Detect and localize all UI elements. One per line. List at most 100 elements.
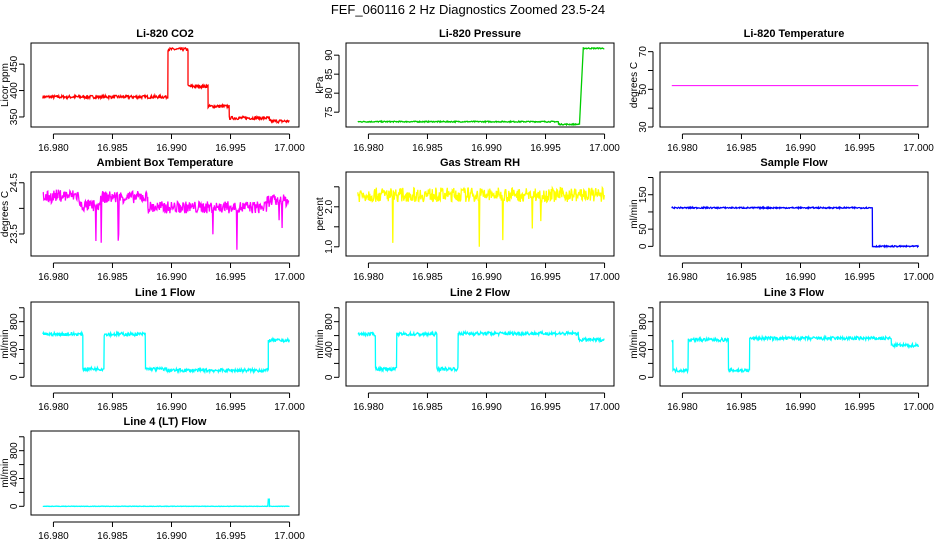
panel-title: Line 1 Flow bbox=[135, 287, 195, 299]
y-tick-label: 800 bbox=[638, 313, 649, 330]
series-line bbox=[357, 46, 605, 127]
x-tick-label: 16.990 bbox=[156, 143, 187, 154]
x-tick-label: 16.980 bbox=[38, 402, 69, 413]
series-line bbox=[671, 334, 920, 375]
panel-title: Sample Flow bbox=[760, 157, 828, 169]
x-tick-label: 16.995 bbox=[215, 531, 246, 540]
x-tick-label: 16.985 bbox=[97, 272, 128, 283]
panel-title: Li-820 CO2 bbox=[136, 28, 193, 40]
panel-title: Line 4 (LT) Flow bbox=[124, 416, 207, 428]
x-tick-label: 16.995 bbox=[530, 402, 561, 413]
y-axis-label: degrees C bbox=[629, 62, 640, 108]
x-tick-label: 16.990 bbox=[785, 402, 816, 413]
y-tick-label: 23.5 bbox=[9, 224, 20, 244]
plot-frame bbox=[345, 171, 615, 257]
x-tick-label: 17.000 bbox=[274, 531, 305, 540]
panel-3: Li-820 Temperature degrees C 16.980 16.985 1… bbox=[629, 28, 934, 154]
x-tick-label: 17.000 bbox=[903, 272, 934, 283]
panel-6: Sample Flow ml/min 16.980 16.985 16.990 16.99… bbox=[629, 157, 934, 283]
panel-title: Line 3 Flow bbox=[764, 287, 824, 299]
series-line bbox=[357, 329, 605, 374]
y-tick-label: 400 bbox=[638, 341, 649, 358]
x-tick-label: 16.985 bbox=[97, 143, 128, 154]
plot-frame bbox=[30, 42, 300, 128]
x-tick-label: 16.985 bbox=[97, 531, 128, 540]
x-tick-label: 17.000 bbox=[274, 402, 305, 413]
main-title: FEF_060116 2 Hz Diagnostics Zoomed 23.5-… bbox=[331, 2, 605, 17]
plot-frame bbox=[345, 301, 615, 387]
x-tick-label: 16.990 bbox=[156, 272, 187, 283]
x-tick-label: 16.995 bbox=[530, 143, 561, 154]
y-tick-label: 400 bbox=[9, 82, 20, 99]
panel-5: Gas Stream RH percent 16.980 16.985 16.990 16… bbox=[315, 157, 620, 283]
x-tick-label: 16.985 bbox=[726, 402, 757, 413]
y-axis-label: ml/min bbox=[629, 329, 640, 358]
panel-title: Li-820 Temperature bbox=[744, 28, 845, 40]
y-tick-label: 800 bbox=[9, 313, 20, 330]
x-tick-label: 16.990 bbox=[471, 272, 502, 283]
y-axis-label: percent bbox=[315, 197, 326, 231]
panel-2: Li-820 Pressure kPa 16.980 16.985 16.990 16.9… bbox=[315, 28, 620, 154]
panel-7: Line 1 Flow ml/min 16.980 16.985 16.990 16.99… bbox=[0, 287, 305, 413]
panel-9: Line 3 Flow ml/min 16.980 16.985 16.990 16.99… bbox=[629, 287, 934, 413]
y-tick-label: 350 bbox=[9, 108, 20, 125]
x-tick-label: 16.990 bbox=[156, 531, 187, 540]
y-tick-label: 0 bbox=[9, 503, 20, 509]
y-tick-label: 50 bbox=[638, 83, 649, 95]
plot-frame bbox=[659, 42, 929, 128]
panel-title: Li-820 Pressure bbox=[439, 28, 521, 40]
series-line bbox=[42, 188, 290, 250]
x-tick-label: 16.995 bbox=[215, 143, 246, 154]
y-tick-label: 450 bbox=[9, 55, 20, 72]
series-line bbox=[42, 498, 290, 508]
y-axis-label: kPa bbox=[315, 76, 326, 94]
x-tick-label: 16.985 bbox=[97, 402, 128, 413]
series-line bbox=[42, 330, 290, 375]
x-tick-label: 16.995 bbox=[844, 402, 875, 413]
x-tick-label: 16.995 bbox=[215, 272, 246, 283]
panel-title: Gas Stream RH bbox=[440, 157, 520, 169]
y-tick-label: 800 bbox=[9, 442, 20, 459]
y-tick-label: 800 bbox=[324, 313, 335, 330]
plot-frame bbox=[30, 301, 300, 387]
x-tick-label: 16.980 bbox=[667, 402, 698, 413]
x-tick-label: 16.995 bbox=[844, 272, 875, 283]
series-line bbox=[671, 205, 920, 249]
x-tick-label: 16.990 bbox=[785, 272, 816, 283]
x-tick-label: 17.000 bbox=[589, 402, 620, 413]
x-tick-label: 17.000 bbox=[903, 143, 934, 154]
y-tick-label: 0 bbox=[638, 243, 649, 249]
x-tick-label: 17.000 bbox=[903, 402, 934, 413]
x-tick-label: 16.980 bbox=[667, 143, 698, 154]
x-tick-label: 16.990 bbox=[785, 143, 816, 154]
y-tick-label: 1.0 bbox=[324, 239, 335, 253]
y-axis-label: degrees C bbox=[0, 191, 11, 237]
x-tick-label: 17.000 bbox=[589, 143, 620, 154]
x-tick-label: 16.980 bbox=[353, 402, 384, 413]
plot-frame bbox=[30, 430, 300, 516]
x-tick-label: 16.995 bbox=[844, 143, 875, 154]
y-tick-label: 30 bbox=[638, 121, 649, 133]
x-tick-label: 16.985 bbox=[726, 143, 757, 154]
series-line bbox=[42, 46, 290, 125]
x-tick-label: 16.980 bbox=[353, 143, 384, 154]
x-tick-label: 16.980 bbox=[353, 272, 384, 283]
x-tick-label: 16.995 bbox=[215, 402, 246, 413]
panel-title: Line 2 Flow bbox=[450, 287, 510, 299]
y-tick-label: 0 bbox=[638, 374, 649, 380]
y-tick-label: 90 bbox=[324, 49, 335, 61]
x-tick-label: 16.990 bbox=[471, 143, 502, 154]
plot-frame bbox=[659, 171, 929, 257]
y-tick-label: 400 bbox=[9, 341, 20, 358]
series-line bbox=[357, 185, 605, 247]
x-tick-label: 16.995 bbox=[530, 272, 561, 283]
y-tick-label: 400 bbox=[9, 470, 20, 487]
panel-10: Line 4 (LT) Flow ml/min 16.980 16.985 16.990… bbox=[0, 416, 305, 540]
x-tick-label: 16.980 bbox=[38, 531, 69, 540]
x-tick-label: 17.000 bbox=[274, 143, 305, 154]
x-tick-label: 16.985 bbox=[412, 402, 443, 413]
y-tick-label: 0 bbox=[9, 374, 20, 380]
panel-1: Li-820 CO2 Licor ppm 16.980 16.985 16.990 16.… bbox=[0, 28, 305, 154]
x-tick-label: 16.985 bbox=[412, 272, 443, 283]
y-axis-label: ml/min bbox=[315, 329, 326, 358]
